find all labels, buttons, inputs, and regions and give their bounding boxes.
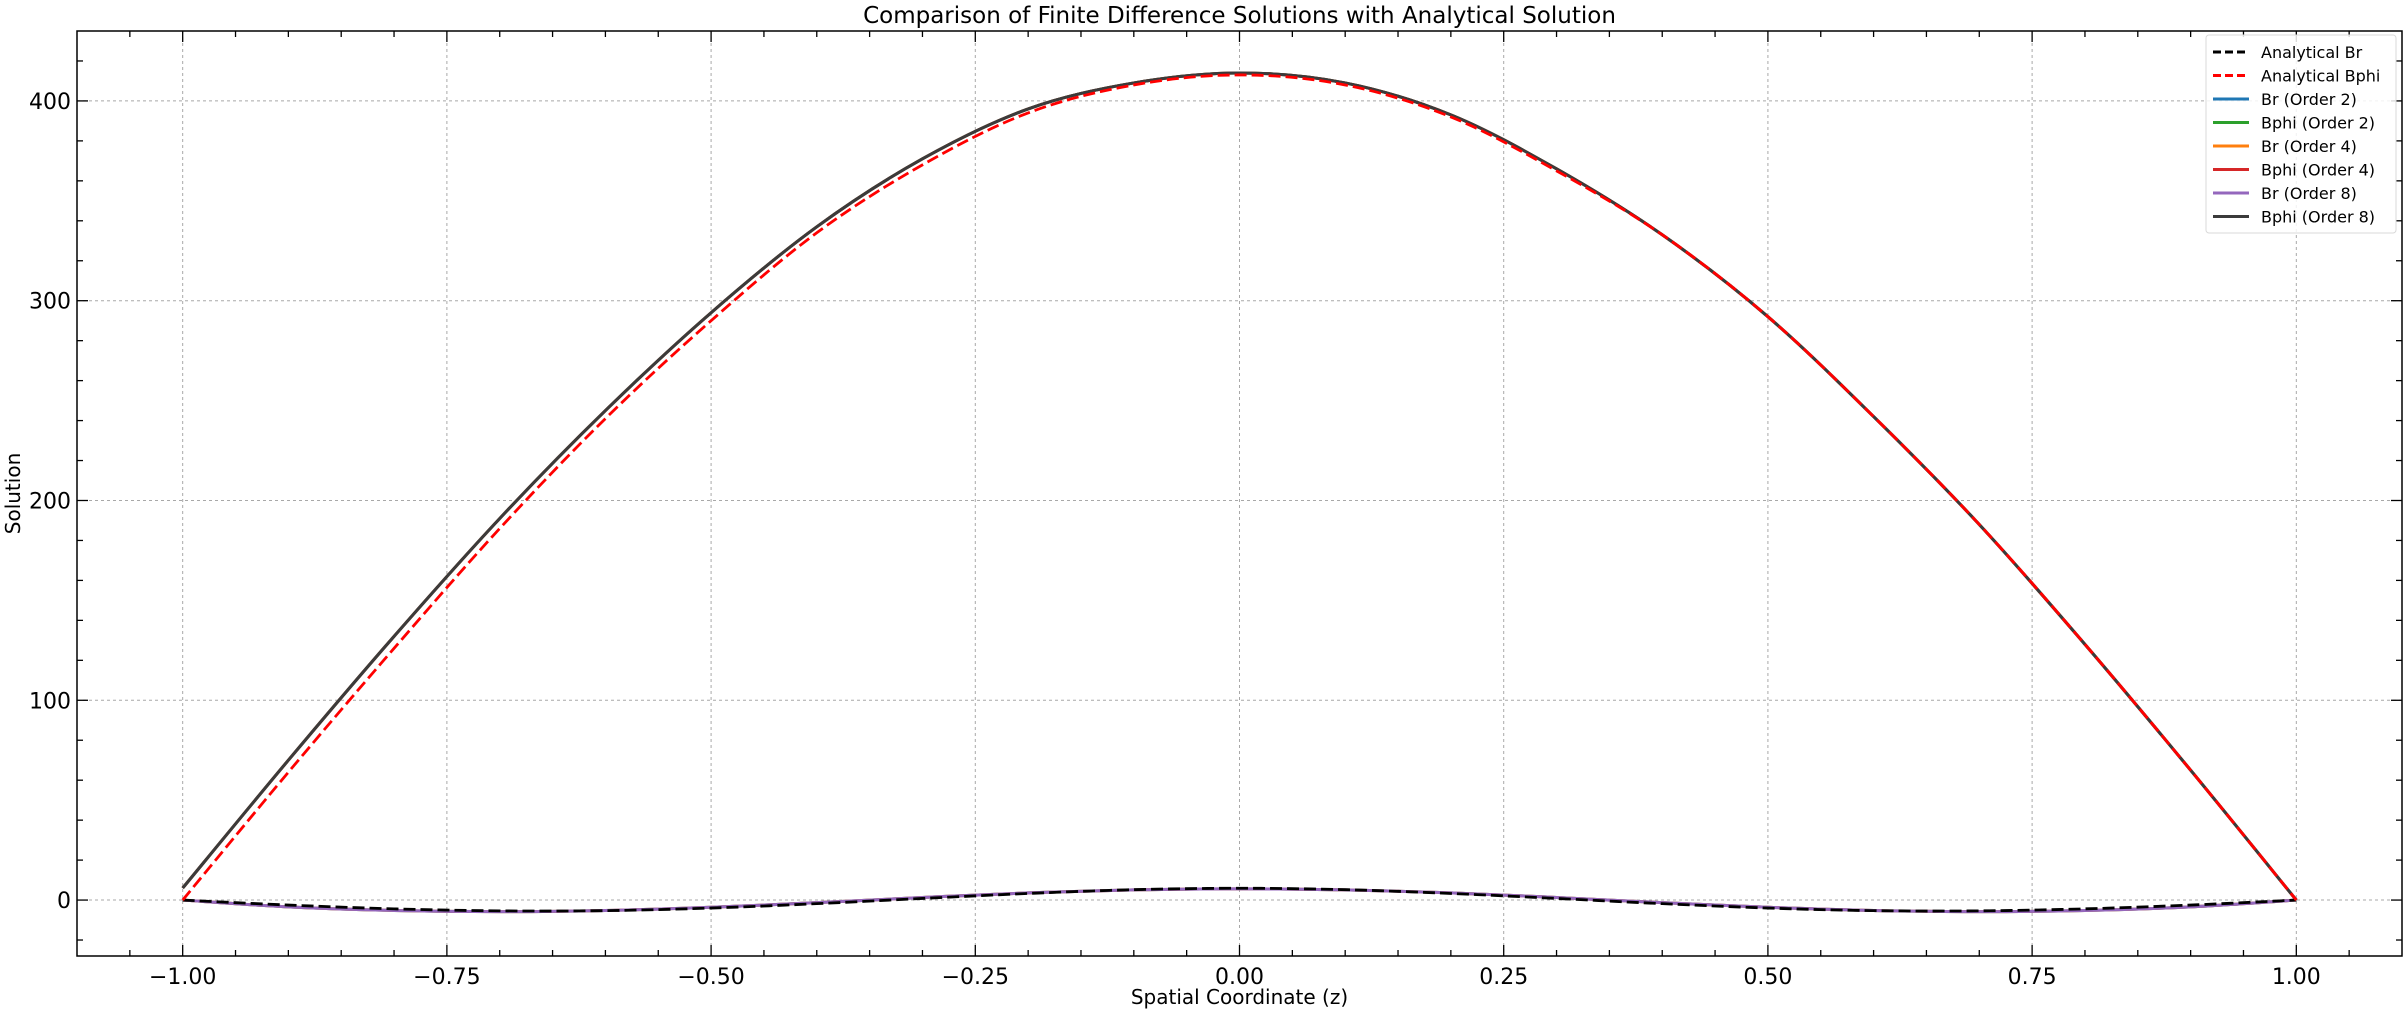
legend-label: Bphi (Order 8): [2261, 208, 2375, 227]
legend: Analytical Br Analytical Bphi Br (Order 2)…: [2205, 34, 2397, 234]
x-tick-label: 0.00: [1215, 965, 1264, 990]
legend-label: Br (Order 2): [2261, 90, 2357, 109]
legend-label: Br (Order 8): [2261, 184, 2357, 203]
y-tick-label: 200: [29, 489, 71, 514]
x-tick-label: 0.75: [2008, 965, 2057, 990]
x-tick-label: −0.50: [677, 965, 744, 990]
legend-label: Bphi (Order 2): [2261, 114, 2375, 133]
series-layer: [181, 71, 2298, 914]
x-tick-label: −0.75: [413, 965, 480, 990]
legend-box: [2205, 34, 2397, 234]
x-tick-label: 0.25: [1479, 965, 1528, 990]
legend-label: Bphi (Order 4): [2261, 161, 2375, 180]
y-tick-label: 400: [29, 90, 71, 115]
series-line-analytical-br: [182, 886, 2297, 913]
grid: [77, 31, 2402, 956]
x-tick-label: −0.25: [942, 965, 1009, 990]
x-tick-label: −1.00: [149, 965, 216, 990]
x-axis-label: Spatial Coordinate (z): [1131, 985, 1348, 1009]
series-line-analytical-bphi: [181, 73, 2298, 901]
legend-label: Analytical Bphi: [2261, 67, 2380, 86]
y-axis-label: Solution: [1, 453, 25, 534]
y-tick-label: 0: [57, 889, 71, 914]
x-tick-label: 0.50: [1743, 965, 1792, 990]
y-tick-label: 100: [29, 689, 71, 714]
y-tick-label: 300: [29, 290, 71, 315]
x-tick-label: 1.00: [2272, 965, 2321, 990]
ticks: −1.00 −0.75 −0.50 −0.25 0.00 0.25 0.50 0.75 1.00…: [29, 31, 2402, 990]
chart-title: Comparison of Finite Difference Solution…: [863, 3, 1616, 29]
legend-label: Br (Order 4): [2261, 137, 2357, 156]
legend-label: Analytical Br: [2261, 43, 2363, 62]
